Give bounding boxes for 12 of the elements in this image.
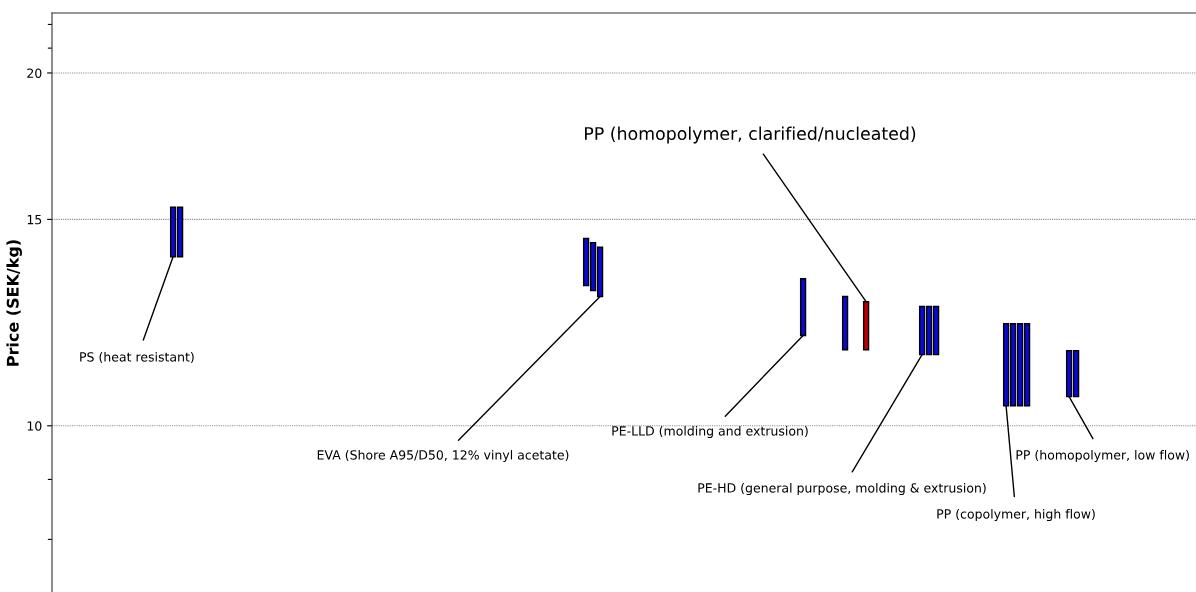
annotation: PP (copolymer, high flow) — [937, 508, 1095, 522]
annotation: PP (homopolymer, clarified/nucleated) — [585, 126, 916, 144]
annotation: PE-LLD (molding and extrusion) — [612, 425, 808, 439]
annotation: PE-HD (general purpose, molding & extrusion) — [698, 482, 986, 496]
y-tick-label: 15 — [27, 215, 42, 225]
bar — [841, 295, 849, 351]
y-tick-label: 20 — [27, 68, 42, 78]
annotation: PS (heat resistant) — [80, 351, 194, 364]
annotation: PP (homopolymer, low flow) — [1016, 449, 1189, 463]
y-axis-title: Price (SEK/kg) — [6, 240, 22, 366]
y-tick-label: 10 — [27, 421, 42, 431]
annotation: EVA (Shore A95/D50, 12% vinyl acetate) — [317, 449, 569, 463]
